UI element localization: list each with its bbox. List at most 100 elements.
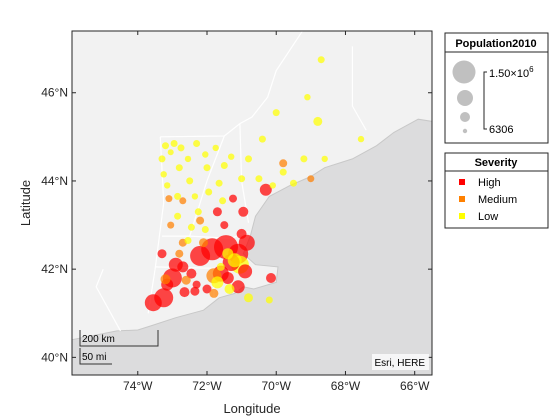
data-point-high bbox=[190, 245, 211, 266]
map-attribution: Esri, HERE bbox=[374, 358, 425, 369]
data-point-low bbox=[205, 188, 213, 196]
data-point-low bbox=[203, 164, 211, 172]
data-point-low bbox=[191, 193, 199, 200]
data-point-low bbox=[317, 56, 325, 64]
data-point-low bbox=[162, 142, 169, 150]
attribution-box bbox=[372, 354, 429, 370]
scale-bar-mi-line bbox=[79, 348, 112, 365]
x-axis-label: Longitude bbox=[223, 401, 280, 416]
data-point-high bbox=[144, 294, 162, 312]
data-point-low bbox=[167, 149, 174, 156]
legend-swatch-low bbox=[459, 213, 465, 219]
y-tick-label: 44°N bbox=[41, 174, 68, 188]
size-legend-mid-bubble bbox=[457, 90, 473, 106]
data-point-low bbox=[272, 109, 280, 117]
data-point-low bbox=[177, 144, 185, 152]
data-point-high bbox=[259, 183, 272, 196]
scale-bar-km-line bbox=[79, 330, 159, 347]
scatter-points bbox=[144, 56, 365, 312]
data-point-low bbox=[220, 162, 228, 169]
size-legend-min-bubble bbox=[462, 128, 468, 134]
x-tick-label: 66°W bbox=[400, 379, 430, 393]
y-tick-label: 40°N bbox=[41, 350, 68, 364]
data-point-medium bbox=[199, 238, 208, 248]
data-point-high bbox=[220, 221, 229, 230]
data-point-low bbox=[228, 153, 235, 160]
y-axis-label: Latitude bbox=[18, 180, 33, 226]
data-point-low bbox=[357, 135, 365, 143]
data-point-medium bbox=[196, 216, 205, 225]
size-legend-min-label: 6306 bbox=[489, 124, 513, 136]
legend-label-high: High bbox=[478, 177, 501, 189]
data-point-low bbox=[304, 94, 311, 101]
scale-bar-mi-label: 50 mi bbox=[82, 352, 106, 363]
scale-bar: 200 km 50 mi bbox=[79, 330, 159, 365]
data-point-low bbox=[224, 284, 235, 294]
data-point-high bbox=[212, 207, 222, 217]
scale-bar-km-label: 200 km bbox=[82, 334, 115, 345]
size-legend-max-bubble bbox=[452, 60, 476, 84]
data-point-low bbox=[160, 171, 167, 178]
border-line bbox=[147, 136, 165, 314]
data-point-low bbox=[215, 179, 223, 187]
data-point-high bbox=[192, 280, 201, 289]
data-point-low bbox=[222, 248, 234, 260]
x-tick-label: 72°W bbox=[192, 379, 222, 393]
data-point-high bbox=[266, 273, 276, 283]
data-point-medium bbox=[175, 249, 184, 258]
data-point-high bbox=[221, 272, 234, 284]
data-point-medium bbox=[209, 288, 219, 298]
data-point-medium bbox=[165, 195, 173, 203]
data-point-low bbox=[219, 197, 227, 205]
data-point-low bbox=[194, 208, 202, 216]
data-point-low bbox=[244, 293, 253, 303]
axes-frame bbox=[71, 30, 433, 376]
border-line bbox=[351, 46, 367, 131]
data-point-low bbox=[184, 237, 192, 244]
data-point-low bbox=[201, 226, 209, 233]
data-point-high bbox=[179, 287, 190, 298]
data-point-medium bbox=[160, 274, 171, 285]
size-legend-max-label: 1.50×106 bbox=[489, 65, 534, 80]
size-legend-box bbox=[444, 32, 549, 144]
data-point-high bbox=[238, 206, 249, 217]
basemap bbox=[71, 28, 433, 375]
data-point-low bbox=[269, 182, 276, 189]
data-point-high bbox=[238, 264, 253, 279]
data-point-high bbox=[231, 280, 245, 294]
x-axis-ticks: 74°W 72°W 70°W 68°W 66°W bbox=[123, 31, 430, 393]
data-point-low bbox=[158, 155, 166, 163]
color-legend-title: Severity bbox=[475, 157, 519, 169]
data-point-low bbox=[170, 140, 178, 147]
legend-swatch-high bbox=[459, 179, 465, 185]
data-point-high bbox=[229, 194, 237, 203]
y-tick-label: 42°N bbox=[41, 262, 68, 276]
x-tick-label: 74°W bbox=[123, 379, 153, 393]
data-point-low bbox=[186, 177, 194, 185]
data-point-medium bbox=[179, 197, 187, 205]
data-point-low bbox=[175, 164, 183, 172]
data-point-medium bbox=[167, 221, 175, 229]
data-point-low bbox=[193, 140, 201, 147]
data-point-high bbox=[186, 268, 197, 279]
x-tick-label: 70°W bbox=[261, 379, 291, 393]
data-point-high bbox=[177, 261, 189, 273]
size-legend: Population2010 1.50×106 6306 bbox=[444, 32, 549, 144]
data-point-low bbox=[238, 175, 246, 183]
data-point-low bbox=[187, 223, 195, 231]
y-axis-ticks: 40°N 42°N 44°N 46°N bbox=[41, 86, 432, 364]
border-line bbox=[189, 135, 225, 237]
size-legend-title: Population2010 bbox=[455, 38, 536, 50]
data-point-low bbox=[202, 151, 209, 158]
legend-label-medium: Medium bbox=[478, 194, 517, 206]
color-legend: Severity High Medium Low bbox=[444, 152, 549, 229]
data-point-low bbox=[313, 116, 323, 126]
data-point-low bbox=[164, 182, 171, 189]
data-point-low bbox=[279, 168, 287, 176]
data-point-medium bbox=[279, 159, 288, 168]
data-point-low bbox=[212, 144, 219, 152]
data-point-high bbox=[236, 228, 247, 239]
data-point-medium bbox=[307, 175, 315, 183]
border-line bbox=[95, 268, 122, 332]
